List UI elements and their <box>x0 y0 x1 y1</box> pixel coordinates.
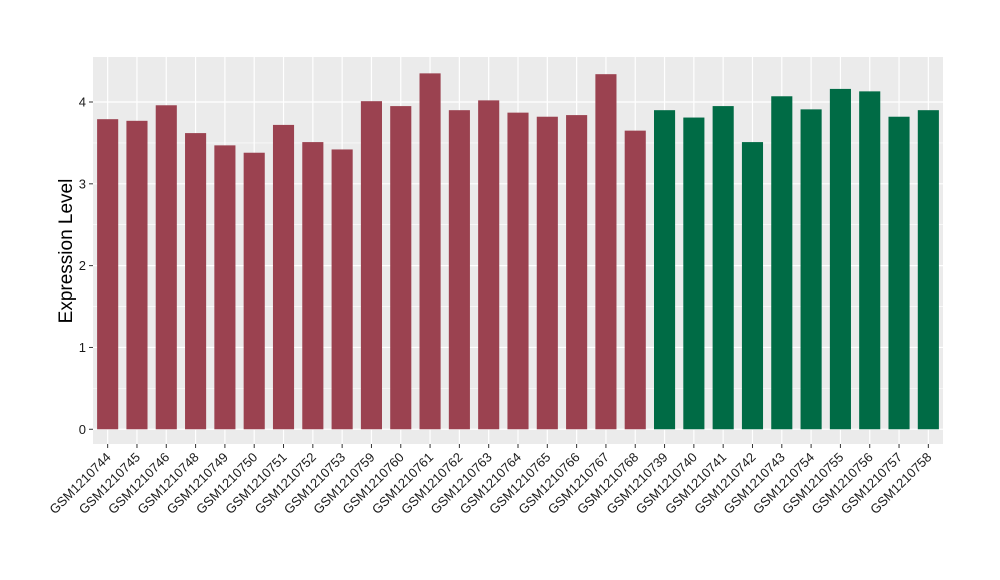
bar <box>536 116 558 430</box>
bar <box>566 115 588 430</box>
bar <box>331 149 353 430</box>
bar <box>741 142 764 430</box>
x-axis-ticks: GSM1210744GSM1210745GSM1210746GSM1210748… <box>46 444 934 517</box>
y-axis-ticks: 0 1 2 3 4 <box>79 95 93 437</box>
y-tick-label: 4 <box>79 95 86 110</box>
y-tick-label: 2 <box>79 258 86 273</box>
bar <box>243 152 265 430</box>
bar <box>888 116 910 430</box>
y-tick-label: 0 <box>79 422 86 437</box>
bar <box>448 110 470 430</box>
bar <box>360 101 382 430</box>
y-axis-title: Expression Level <box>56 179 77 324</box>
bar <box>126 120 148 430</box>
bar <box>859 91 881 430</box>
bar <box>272 124 295 430</box>
bar <box>654 110 676 430</box>
bar <box>917 110 939 430</box>
bar <box>97 119 119 430</box>
bar <box>771 96 793 430</box>
bar <box>800 109 822 430</box>
bar <box>624 130 646 430</box>
bar <box>155 105 177 430</box>
bar <box>507 112 529 430</box>
bar <box>419 73 441 430</box>
bar <box>390 106 412 430</box>
y-tick-label: 3 <box>79 176 86 191</box>
bar <box>185 133 207 430</box>
bar <box>829 88 851 430</box>
bar <box>214 145 236 430</box>
bar <box>712 106 734 430</box>
bar <box>478 100 500 430</box>
bar <box>683 117 705 430</box>
bar <box>302 142 324 430</box>
y-tick-label: 1 <box>79 340 86 355</box>
bar <box>595 74 617 430</box>
bars <box>97 73 939 430</box>
